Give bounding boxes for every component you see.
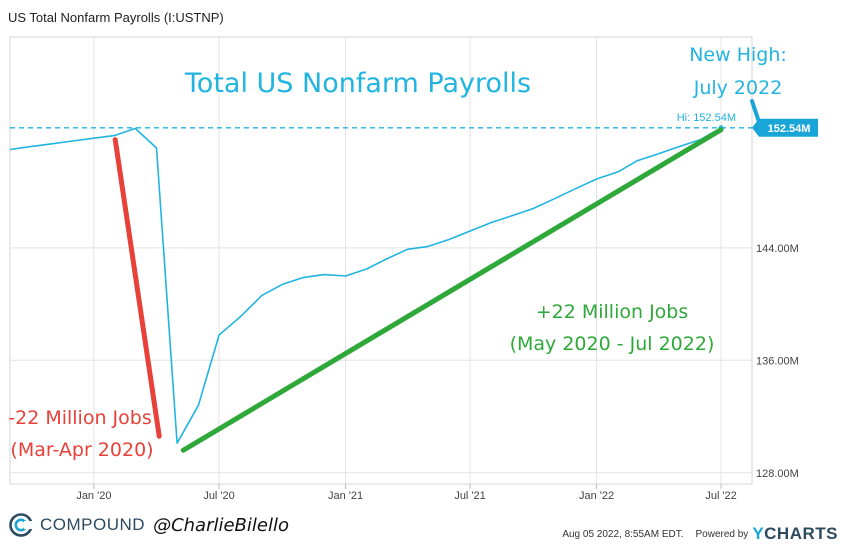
x-tick-label: Jan '21	[328, 490, 363, 502]
chart-main-title: Total US Nonfarm Payrolls	[184, 68, 531, 99]
ycharts-logo-y: Y	[752, 524, 765, 543]
author-handle: @CharlieBilello	[153, 514, 289, 536]
footer-source: Aug 05 2022, 8:55AM EDT. Powered by YCHA…	[562, 524, 838, 544]
compound-logo-icon	[9, 513, 34, 537]
powered-by-label: Powered by	[695, 528, 749, 540]
y-tick-label: 128.00M	[756, 468, 799, 480]
grid-lines	[10, 37, 752, 484]
chart-header-title: US Total Nonfarm Payrolls (I:USTNP)	[8, 10, 224, 25]
high-reference: Hi: 152.54M	[10, 112, 752, 129]
gain-annotation-line2: (May 2020 - Jul 2022)	[510, 333, 715, 355]
x-tick-label: Jan '20	[76, 490, 111, 502]
new-high-annotation-line1: New High:	[689, 44, 787, 66]
x-tick-label: Jul '22	[705, 490, 736, 502]
y-tick-label: 136.00M	[756, 355, 799, 367]
gain-annotation-line1: +22 Million Jobs	[536, 301, 689, 323]
ycharts-logo-text: CHARTS	[764, 524, 838, 543]
y-axis-ticks: 128.00M 136.00M 144.00M	[756, 243, 799, 480]
x-tick-label: Jul '21	[454, 490, 485, 502]
payrolls-series-line	[9, 127, 722, 444]
y-tick-label: 144.00M	[756, 243, 799, 255]
x-tick-label: Jul '20	[203, 490, 234, 502]
new-high-annotation-line2: July 2022	[693, 77, 783, 99]
loss-annotation-line2: (Mar-Apr 2020)	[10, 439, 153, 461]
high-label: Hi: 152.54M	[677, 112, 736, 124]
x-axis-ticks: Jan '20 Jul '20 Jan '21 Jul '21 Jan '22 Jul '…	[76, 484, 737, 502]
recovery-trend-line	[180, 127, 724, 453]
ycharts-logo: YCHARTS	[752, 524, 838, 544]
last-value-badge-label: 152.54M	[768, 123, 811, 135]
timestamp: Aug 05 2022, 8:55AM EDT.	[562, 528, 684, 540]
x-tick-label: Jan '22	[579, 490, 614, 502]
footer-brand: COMPOUND @CharlieBilello	[8, 510, 289, 540]
trend-lines: 152.54M	[112, 118, 818, 453]
decline-trend-line	[112, 137, 162, 439]
loss-annotation-line1: -22 Million Jobs	[8, 407, 151, 429]
brand-name: COMPOUND	[40, 515, 146, 534]
new-high-pointer	[750, 99, 764, 133]
last-value-badge	[752, 118, 818, 137]
